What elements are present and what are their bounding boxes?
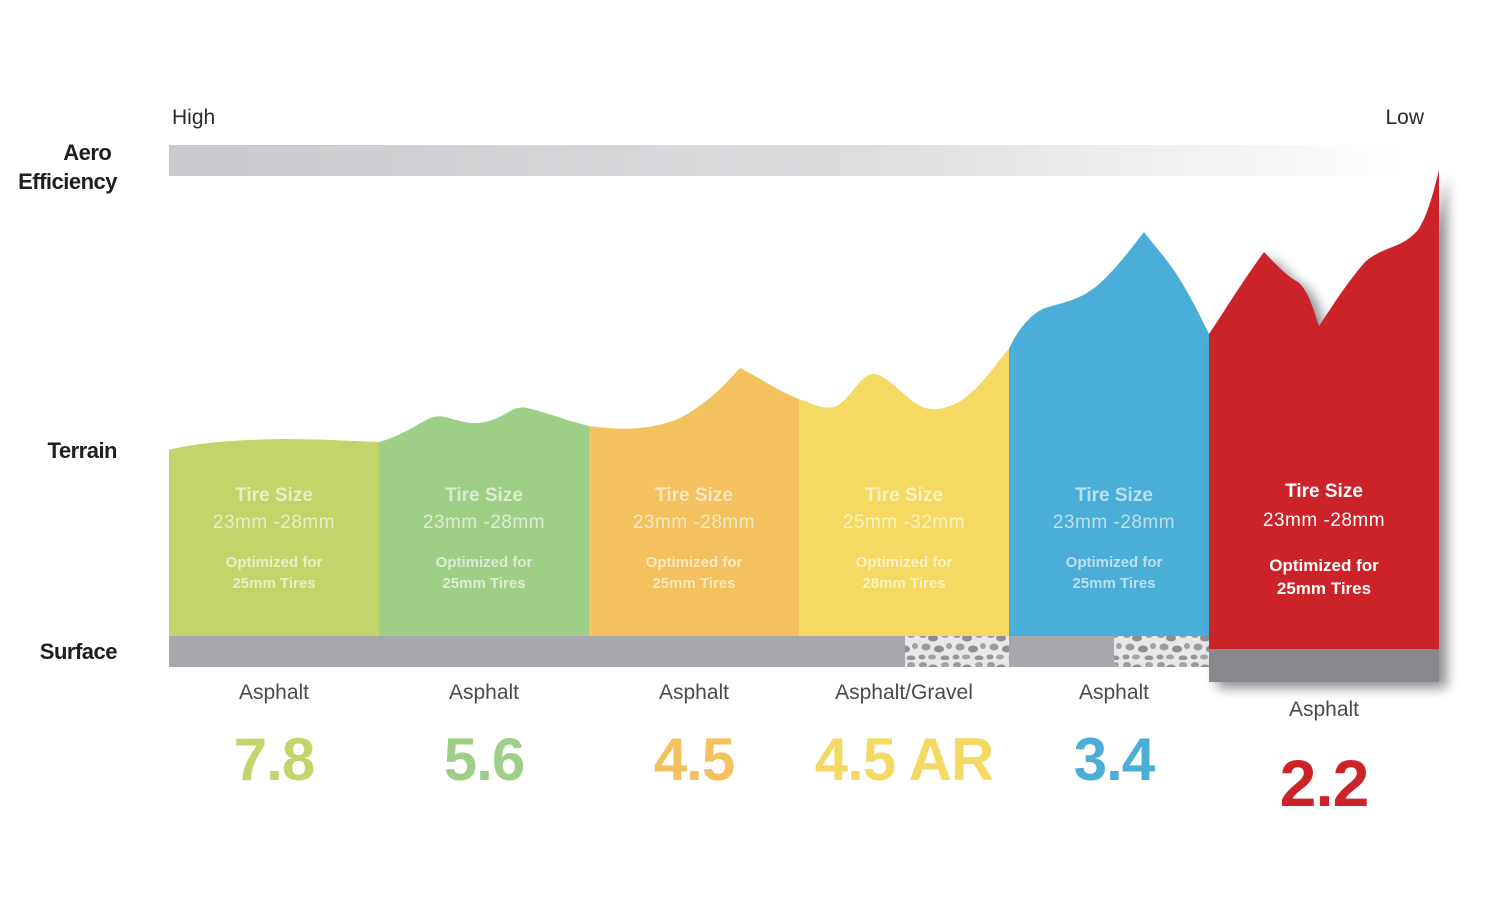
surface-name-2.2: Asphalt — [1289, 698, 1359, 721]
highlighted-column-2.2 — [1209, 170, 1439, 682]
surface-name-7.8: Asphalt — [239, 681, 309, 704]
aero-high-label: High — [172, 106, 215, 129]
terrain-column-7.8 — [169, 439, 379, 636]
tire-size-range-2.2: 23mm -28mm — [1263, 510, 1385, 531]
tire-size-title-3.4: Tire Size — [1075, 485, 1153, 506]
aero-efficiency-bar — [169, 145, 1409, 176]
model-number-4.5-ar: 4.5 AR — [815, 726, 994, 793]
optimized-line2-2.2: 25mm Tires — [1277, 579, 1371, 598]
terrain-column-2.2 — [1209, 170, 1439, 649]
tire-size-range-5.6: 23mm -28mm — [423, 512, 545, 533]
gravel-texture-3.4 — [1114, 636, 1209, 667]
optimized-line2-4.5-ar: 28mm Tires — [862, 575, 945, 592]
column-text: Tire Size 23mm -28mm Optimized for 25mm Tir… — [213, 481, 1385, 820]
tire-size-title-2.2: Tire Size — [1285, 481, 1363, 502]
tire-size-range-4.5-ar: 25mm -32mm — [843, 512, 965, 533]
surface-name-3.4: Asphalt — [1079, 681, 1149, 704]
optimized-line2-4.5: 25mm Tires — [652, 575, 735, 592]
optimized-line2-3.4: 25mm Tires — [1072, 575, 1155, 592]
model-number-3.4: 3.4 — [1074, 726, 1156, 793]
terrain-columns — [169, 232, 1209, 636]
surface-name-4.5: Asphalt — [659, 681, 729, 704]
terrain-column-4.5 — [589, 368, 799, 636]
optimized-line1-4.5: Optimized for — [646, 554, 743, 571]
aero-low-label: Low — [1385, 106, 1424, 129]
optimized-line1-2.2: Optimized for — [1269, 556, 1379, 575]
surface-label: Surface — [40, 639, 117, 664]
tire-size-range-7.8: 23mm -28mm — [213, 512, 335, 533]
tire-size-range-3.4: 23mm -28mm — [1053, 512, 1175, 533]
terrain-column-5.6 — [379, 407, 589, 636]
optimized-line1-3.4: Optimized for — [1066, 554, 1163, 571]
tire-size-title-7.8: Tire Size — [235, 485, 313, 506]
model-number-5.6: 5.6 — [444, 726, 524, 793]
surface-bar — [169, 636, 1209, 667]
terrain-label: Terrain — [48, 438, 118, 463]
surface-name-5.6: Asphalt — [449, 681, 519, 704]
optimized-line2-7.8: 25mm Tires — [232, 575, 315, 592]
model-number-4.5: 4.5 — [654, 726, 734, 793]
optimized-line1-7.8: Optimized for — [226, 554, 323, 571]
gravel-texture-4.5-ar — [905, 636, 1009, 667]
optimized-line2-5.6: 25mm Tires — [442, 575, 525, 592]
terrain-column-4.5-ar — [799, 349, 1009, 636]
aero-efficiency-label: Aero Efficiency — [18, 140, 118, 194]
optimized-line1-4.5-ar: Optimized for — [856, 554, 953, 571]
surface-bar-2.2 — [1209, 649, 1439, 682]
model-number-7.8: 7.8 — [234, 726, 314, 793]
optimized-line1-5.6: Optimized for — [436, 554, 533, 571]
tire-size-range-4.5: 23mm -28mm — [633, 512, 755, 533]
model-number-2.2: 2.2 — [1280, 746, 1369, 820]
terrain-column-3.4 — [1009, 232, 1209, 636]
tire-size-title-4.5: Tire Size — [655, 485, 733, 506]
tire-size-title-4.5-ar: Tire Size — [865, 485, 943, 506]
surface-name-4.5-ar: Asphalt/Gravel — [835, 681, 973, 704]
tire-size-title-5.6: Tire Size — [445, 485, 523, 506]
